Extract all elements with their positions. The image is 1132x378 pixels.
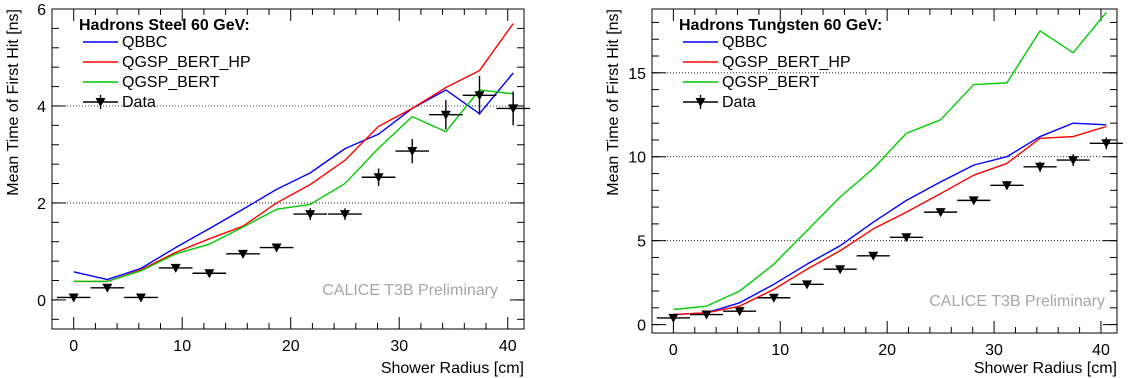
data-point — [170, 263, 181, 273]
data-point — [1001, 181, 1012, 191]
data-point — [135, 293, 146, 303]
data-point — [901, 233, 912, 243]
data-point — [68, 293, 79, 303]
y-axis-title: Mean Time of First Hit [ns] — [5, 9, 22, 196]
series-line-qgsp-bert — [73, 89, 514, 283]
series-line-qgsp-bert — [673, 11, 1107, 311]
legend-label: Data — [122, 94, 156, 111]
x-tick-label: 10 — [173, 338, 191, 355]
x-tick-label: 30 — [985, 342, 1003, 359]
data-point — [508, 104, 519, 114]
data-point — [373, 173, 384, 183]
legend-label: QGSP_BERT_HP — [722, 54, 851, 71]
series-line-qgsp-bert-hp — [73, 23, 514, 283]
y-tick-label: 6 — [37, 2, 46, 19]
x-tick-label: 40 — [1092, 342, 1110, 359]
data-point — [237, 249, 248, 259]
series-line-qbbc — [73, 72, 514, 281]
data-point — [440, 110, 451, 120]
legend-marker — [95, 98, 106, 107]
chart-panel-2: 0 10 20 30 40 0 5 10 15 Shower Radius [cm] Mean Ti… — [605, 8, 1123, 377]
data-point — [734, 307, 745, 317]
y-tick-label: 0 — [37, 293, 46, 310]
data-point — [305, 210, 316, 220]
x-tick-label: 40 — [499, 338, 517, 355]
y-tick-label: 5 — [637, 234, 646, 251]
data-point — [835, 265, 846, 275]
data-point — [868, 251, 879, 261]
data-point — [339, 210, 350, 220]
data-point — [271, 243, 282, 253]
data-point — [701, 310, 712, 320]
legend-label: QGSP_BERT — [722, 74, 820, 91]
plot-frame — [51, 8, 525, 330]
y-tick-label: 15 — [628, 66, 646, 83]
watermark-label: CALICE T3B Preliminary — [322, 282, 498, 299]
watermark-label: CALICE T3B Preliminary — [929, 293, 1105, 310]
legend-label: QGSP_BERT — [122, 74, 220, 91]
y-tick-label: 2 — [37, 196, 46, 213]
data-point — [668, 313, 679, 323]
panel-title: Hadrons Tungsten 60 GeV: — [679, 17, 882, 34]
panel-title: Hadrons Steel 60 GeV: — [79, 17, 250, 34]
x-tick-label: 20 — [878, 342, 896, 359]
x-axis-title: Shower Radius [cm] — [974, 360, 1117, 377]
y-tick-label: 10 — [628, 150, 646, 167]
data-point — [768, 293, 779, 303]
y-tick-label: 4 — [37, 99, 46, 116]
data-point — [102, 283, 113, 293]
legend-label: QGSP_BERT_HP — [122, 54, 251, 71]
series-line-qbbc — [673, 122, 1107, 316]
data-point — [407, 147, 418, 157]
legend-label: QBBC — [122, 34, 167, 51]
y-tick-label: 0 — [637, 318, 646, 335]
x-tick-label: 30 — [390, 338, 408, 355]
data-point — [474, 91, 485, 101]
data-point — [968, 196, 979, 206]
x-tick-label: 10 — [771, 342, 789, 359]
x-axis-title: Shower Radius [cm] — [381, 360, 524, 377]
x-tick-label: 0 — [669, 342, 678, 359]
data-point — [802, 280, 812, 290]
legend-label: QBBC — [722, 34, 767, 51]
data-point — [1101, 139, 1112, 149]
series-line-qgsp-bert-hp — [673, 125, 1107, 316]
x-tick-label: 0 — [69, 338, 78, 355]
data-point — [1068, 156, 1079, 166]
legend-label: Data — [722, 94, 756, 111]
plot-frame — [651, 8, 1118, 334]
data-point — [1035, 162, 1046, 172]
legend-marker — [695, 98, 706, 107]
x-tick-label: 20 — [282, 338, 300, 355]
data-point — [935, 208, 946, 218]
data-point — [204, 269, 215, 279]
y-axis-title: Mean Time of First Hit [ns] — [605, 9, 622, 196]
chart-panel-1: 0 10 20 30 40 0 2 4 6 Shower Radius [cm] Mean Time… — [5, 2, 530, 377]
